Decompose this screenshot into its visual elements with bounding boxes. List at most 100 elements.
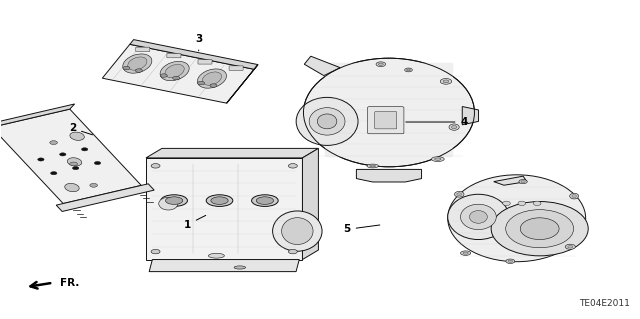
- Ellipse shape: [435, 158, 441, 160]
- Circle shape: [289, 249, 298, 254]
- Ellipse shape: [461, 204, 496, 230]
- Ellipse shape: [252, 195, 278, 206]
- Ellipse shape: [519, 180, 527, 184]
- Ellipse shape: [463, 252, 468, 254]
- Ellipse shape: [65, 183, 79, 192]
- Ellipse shape: [506, 259, 515, 263]
- Ellipse shape: [454, 191, 464, 197]
- Ellipse shape: [123, 54, 152, 73]
- Text: 2: 2: [69, 123, 93, 135]
- Ellipse shape: [128, 57, 147, 70]
- Circle shape: [123, 66, 130, 70]
- Circle shape: [72, 167, 79, 170]
- Ellipse shape: [273, 211, 322, 251]
- Ellipse shape: [449, 124, 460, 130]
- Ellipse shape: [303, 58, 474, 167]
- Ellipse shape: [296, 97, 358, 145]
- Ellipse shape: [461, 251, 470, 255]
- Text: 4: 4: [406, 117, 468, 127]
- Ellipse shape: [508, 260, 513, 262]
- Ellipse shape: [367, 164, 378, 168]
- Text: 5: 5: [344, 224, 380, 234]
- Polygon shape: [130, 40, 258, 69]
- Ellipse shape: [521, 181, 525, 183]
- FancyBboxPatch shape: [229, 66, 243, 70]
- Ellipse shape: [166, 197, 183, 204]
- Circle shape: [50, 141, 58, 145]
- Circle shape: [210, 84, 217, 87]
- Ellipse shape: [452, 125, 457, 129]
- FancyBboxPatch shape: [198, 60, 212, 64]
- Circle shape: [135, 69, 142, 72]
- FancyBboxPatch shape: [374, 112, 397, 129]
- Polygon shape: [462, 107, 479, 125]
- Circle shape: [151, 249, 160, 254]
- Polygon shape: [493, 176, 527, 185]
- Ellipse shape: [404, 68, 412, 72]
- Circle shape: [94, 161, 100, 165]
- Ellipse shape: [376, 62, 386, 67]
- Ellipse shape: [448, 194, 509, 240]
- Ellipse shape: [520, 218, 559, 240]
- Polygon shape: [0, 104, 75, 127]
- Circle shape: [173, 76, 180, 80]
- Ellipse shape: [491, 202, 588, 256]
- Ellipse shape: [160, 62, 189, 81]
- Polygon shape: [102, 44, 254, 103]
- Text: 3: 3: [195, 34, 202, 51]
- Ellipse shape: [570, 193, 579, 199]
- Circle shape: [289, 164, 298, 168]
- Circle shape: [81, 148, 88, 151]
- Ellipse shape: [502, 201, 510, 205]
- Circle shape: [198, 81, 205, 85]
- Polygon shape: [146, 158, 303, 260]
- Ellipse shape: [431, 157, 444, 161]
- Polygon shape: [0, 109, 141, 204]
- Ellipse shape: [67, 158, 82, 166]
- Ellipse shape: [440, 78, 452, 84]
- Ellipse shape: [378, 63, 383, 65]
- Ellipse shape: [165, 64, 184, 78]
- Ellipse shape: [317, 114, 337, 129]
- Polygon shape: [304, 56, 340, 76]
- Ellipse shape: [568, 246, 573, 248]
- FancyBboxPatch shape: [167, 53, 181, 58]
- FancyBboxPatch shape: [136, 47, 150, 52]
- Circle shape: [60, 153, 66, 156]
- Circle shape: [38, 158, 44, 161]
- Text: FR.: FR.: [60, 278, 79, 288]
- Circle shape: [90, 183, 97, 187]
- Ellipse shape: [206, 195, 233, 206]
- Polygon shape: [356, 169, 422, 182]
- Ellipse shape: [309, 108, 345, 135]
- Ellipse shape: [518, 201, 525, 205]
- Ellipse shape: [506, 210, 573, 248]
- Polygon shape: [149, 260, 300, 271]
- Ellipse shape: [282, 218, 313, 244]
- Ellipse shape: [448, 175, 586, 262]
- Circle shape: [151, 164, 160, 168]
- Ellipse shape: [161, 195, 188, 206]
- Polygon shape: [56, 184, 154, 211]
- FancyBboxPatch shape: [324, 63, 453, 157]
- Ellipse shape: [197, 69, 227, 88]
- Ellipse shape: [256, 197, 273, 204]
- Polygon shape: [303, 148, 319, 260]
- Text: TE04E2011: TE04E2011: [579, 299, 630, 308]
- Ellipse shape: [443, 80, 449, 83]
- Circle shape: [51, 172, 57, 175]
- Ellipse shape: [211, 197, 228, 204]
- Polygon shape: [227, 64, 258, 103]
- Ellipse shape: [565, 244, 575, 249]
- Ellipse shape: [469, 211, 487, 223]
- Ellipse shape: [572, 195, 577, 197]
- Ellipse shape: [457, 193, 461, 196]
- FancyBboxPatch shape: [367, 107, 404, 134]
- Circle shape: [160, 74, 167, 77]
- Text: 1: 1: [184, 215, 205, 230]
- Ellipse shape: [159, 197, 178, 210]
- Circle shape: [70, 162, 77, 166]
- Polygon shape: [146, 148, 319, 158]
- Ellipse shape: [234, 266, 246, 269]
- Ellipse shape: [209, 253, 225, 258]
